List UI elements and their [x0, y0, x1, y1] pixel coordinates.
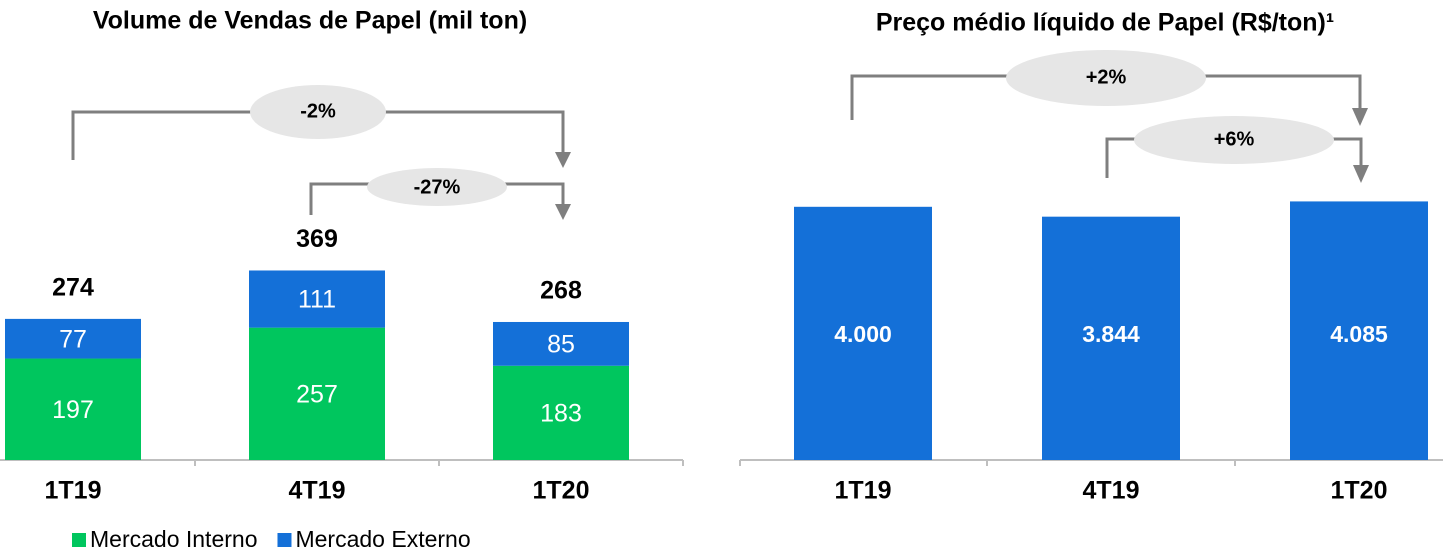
x-tick-label: 1T20 [1331, 477, 1388, 505]
total-label: 274 [52, 273, 94, 301]
axis-line [0, 459, 1443, 466]
value-label: 183 [540, 399, 582, 427]
value-label: 3.844 [1082, 321, 1140, 347]
x-tick-label: 1T20 [533, 477, 590, 505]
total-label: 268 [540, 277, 582, 305]
chart-title: Preço médio líquido de Papel (R$/ton)¹ [876, 9, 1334, 37]
x-tick-label: 4T19 [1083, 477, 1140, 505]
change-bracket: +6% [1105, 116, 1369, 183]
bar [1290, 201, 1428, 460]
total-label: 369 [296, 225, 338, 253]
bar-segment [493, 321, 629, 366]
chart-title: Volume de Vendas de Papel (mil ton) [93, 7, 527, 35]
bar [1042, 216, 1180, 460]
value-label: 85 [547, 330, 575, 358]
value-label: 257 [296, 380, 338, 408]
bar-segment [249, 270, 385, 328]
x-tick-label: 4T19 [289, 477, 346, 505]
x-tick-label: 1T19 [45, 477, 102, 505]
legend-swatch [72, 533, 86, 547]
change-bracket: -2% [71, 85, 571, 168]
x-tick-label: 1T19 [835, 477, 892, 505]
annotation: +2% [1086, 66, 1127, 88]
legend-swatch [277, 533, 292, 547]
legend-label: Mercado Externo [295, 526, 470, 552]
legend-label: Mercado Interno [90, 526, 257, 552]
value-label: 111 [298, 286, 336, 314]
value-label: 4.085 [1330, 321, 1388, 347]
bar-segment [5, 318, 141, 359]
annotation: +6% [1214, 128, 1255, 150]
bar [794, 206, 932, 460]
bar-segment [249, 327, 385, 460]
change-bracket: -27% [309, 168, 571, 220]
bar-segment [5, 358, 141, 460]
change-bracket: +2% [850, 50, 1368, 126]
annotation: -2% [300, 100, 336, 122]
bar-segment [493, 365, 629, 460]
annotation: -27% [414, 176, 461, 198]
value-label: 77 [59, 325, 87, 353]
value-label: 197 [52, 396, 94, 424]
value-label: 4.000 [834, 321, 892, 347]
